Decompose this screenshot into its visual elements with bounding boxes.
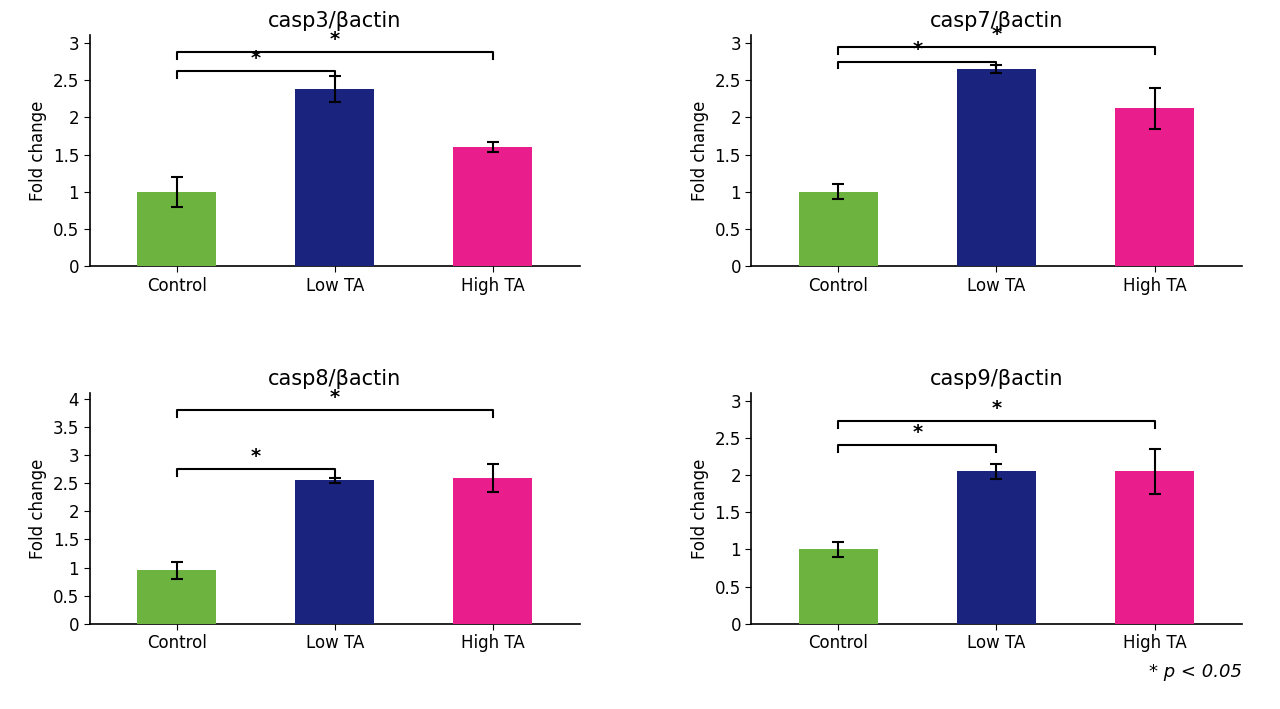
Title: casp3/βactin: casp3/βactin — [268, 11, 402, 31]
Text: *: * — [913, 423, 923, 442]
Text: *: * — [913, 40, 923, 59]
Bar — [453, 147, 532, 266]
Title: casp8/βactin: casp8/βactin — [268, 369, 402, 389]
Y-axis label: Fold change: Fold change — [29, 101, 47, 201]
Bar — [453, 478, 532, 624]
Bar — [957, 69, 1036, 266]
Text: *: * — [251, 49, 261, 68]
Bar — [1115, 108, 1194, 266]
Bar — [799, 191, 878, 266]
Text: *: * — [992, 399, 1001, 418]
Y-axis label: Fold change: Fold change — [691, 458, 709, 559]
Bar — [296, 89, 374, 266]
Bar — [957, 471, 1036, 624]
Title: casp9/βactin: casp9/βactin — [929, 369, 1064, 389]
Text: *: * — [330, 30, 339, 49]
Y-axis label: Fold change: Fold change — [691, 101, 709, 201]
Bar — [137, 571, 216, 624]
Text: * p < 0.05: * p < 0.05 — [1148, 663, 1242, 681]
Bar — [799, 549, 878, 624]
Bar — [1115, 471, 1194, 624]
Text: *: * — [330, 388, 339, 407]
Title: casp7/βactin: casp7/βactin — [929, 11, 1064, 31]
Y-axis label: Fold change: Fold change — [29, 458, 47, 559]
Bar — [137, 191, 216, 266]
Text: *: * — [992, 25, 1001, 44]
Bar — [296, 481, 374, 624]
Text: *: * — [251, 447, 261, 466]
